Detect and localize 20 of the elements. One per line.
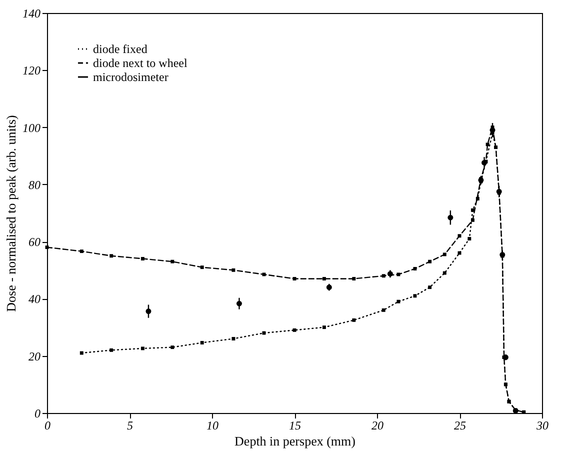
x-axis-title: Depth in perspex (mm) bbox=[234, 434, 356, 448]
x-tick-label: 20 bbox=[372, 418, 384, 432]
y-tick-label: 60 bbox=[28, 235, 40, 250]
x-tick-label: 15 bbox=[289, 418, 301, 432]
y-tick-label: 20 bbox=[28, 349, 40, 364]
y-tick-label: 0 bbox=[34, 406, 40, 420]
x-tick-label: 25 bbox=[454, 418, 466, 432]
x-tick-label: 0 bbox=[44, 418, 50, 432]
x-tick-label: 10 bbox=[206, 418, 218, 432]
legend-label: diode fixed bbox=[93, 42, 148, 56]
legend-label: diode next to wheel bbox=[93, 56, 188, 70]
y-tick-label: 80 bbox=[28, 178, 40, 192]
y-tick-label: 120 bbox=[22, 64, 40, 78]
legend-label: microdosimeter bbox=[93, 70, 168, 84]
y-tick-label: 100 bbox=[22, 120, 40, 135]
y-tick-label: 40 bbox=[28, 292, 40, 306]
y-axis-title: Dose - normalised to peak (arb. units) bbox=[4, 115, 18, 312]
x-tick-label: 5 bbox=[127, 418, 133, 432]
x-tick-label: 30 bbox=[536, 418, 548, 432]
y-tick-label: 140 bbox=[22, 6, 40, 20]
